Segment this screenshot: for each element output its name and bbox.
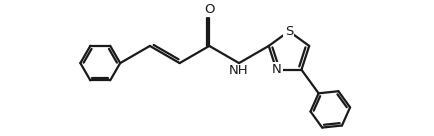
Text: N: N [272, 63, 281, 76]
Text: O: O [204, 3, 214, 16]
Text: NH: NH [229, 64, 249, 78]
Text: S: S [285, 25, 293, 38]
